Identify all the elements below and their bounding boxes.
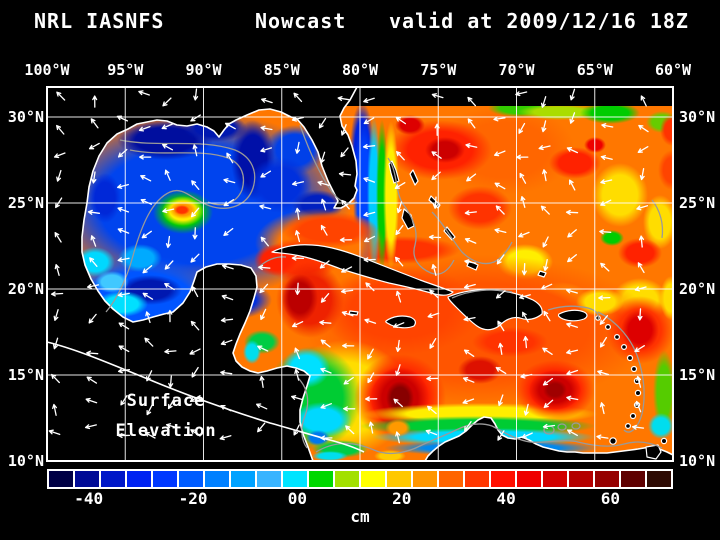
lon-tick-label: 100°W (24, 61, 70, 79)
islands (271, 160, 668, 460)
colorbar-cell (413, 471, 437, 487)
colorbar-cell (543, 471, 567, 487)
map-border (46, 86, 674, 462)
colorbar-cell (621, 471, 645, 487)
colorbar-unit: cm (350, 507, 370, 526)
lat-tick-label-left: 15°N (7, 366, 44, 384)
lat-tick-label-left: 20°N (7, 280, 44, 298)
lon-tick-label: 70°W (498, 61, 535, 79)
annotation-line2: Elevation (115, 421, 217, 441)
colorbar-cell (647, 471, 671, 487)
colorbar-cell (257, 471, 281, 487)
lon-tick-label: 85°W (263, 61, 300, 79)
colorbar (47, 469, 673, 489)
lat-tick-label-left: 25°N (7, 194, 44, 212)
lat-tick-label-right: 30°N (679, 108, 716, 126)
colorbar-cell (101, 471, 125, 487)
lat-tick-label-right: 15°N (679, 366, 716, 384)
colorbar-tick-label: -40 (74, 489, 104, 508)
lon-tick-label: 95°W (107, 61, 144, 79)
colorbar-cell (517, 471, 541, 487)
colorbar-cell (569, 471, 593, 487)
product-title: Nowcast (255, 9, 347, 33)
colorbar-cell (283, 471, 307, 487)
lon-tick-label: 80°W (341, 61, 379, 79)
colorbar-cell (75, 471, 99, 487)
colorbar-tick-label: -20 (178, 489, 208, 508)
lat-tick-label-right: 20°N (679, 280, 716, 298)
lat-tick-label-left: 10°N (7, 452, 44, 470)
colorbar-tick-label: 40 (496, 489, 516, 508)
graticule (47, 87, 673, 461)
lon-tick-label: 90°W (185, 61, 222, 79)
lat-tick-label-right: 25°N (679, 194, 716, 212)
annotation-line1: Surface (126, 391, 206, 411)
colorbar-cell (309, 471, 333, 487)
lat-tick-label-left: 30°N (7, 108, 44, 126)
valid-time-title: valid at 2009/12/16 18Z (389, 9, 689, 33)
colorbar-cell (361, 471, 385, 487)
colorbar-cell (439, 471, 463, 487)
colorbar-tick-label: 60 (600, 489, 621, 508)
lon-tick-label: 65°W (576, 61, 613, 79)
colorbar-cell (595, 471, 619, 487)
colorbar-cell (231, 471, 255, 487)
colorbar-cell (153, 471, 177, 487)
lat-tick-label-right: 10°N (679, 452, 716, 470)
colorbar-cell (49, 471, 73, 487)
colorbar-cell (179, 471, 203, 487)
colorbar-cell (465, 471, 489, 487)
colorbar-cell (127, 471, 151, 487)
colorbar-cell (387, 471, 411, 487)
current-vectors (48, 88, 649, 444)
lon-tick-label: 60°W (654, 61, 692, 79)
lon-tick-label: 75°W (420, 61, 457, 79)
model-title: NRL IASNFS (34, 9, 165, 33)
colorbar-cell (205, 471, 229, 487)
colorbar-tick-label: 20 (392, 489, 412, 508)
colorbar-cell (335, 471, 359, 487)
colorbar-tick-label: 00 (287, 489, 308, 508)
pacific-coastline (46, 341, 365, 453)
colorbar-cell (491, 471, 515, 487)
